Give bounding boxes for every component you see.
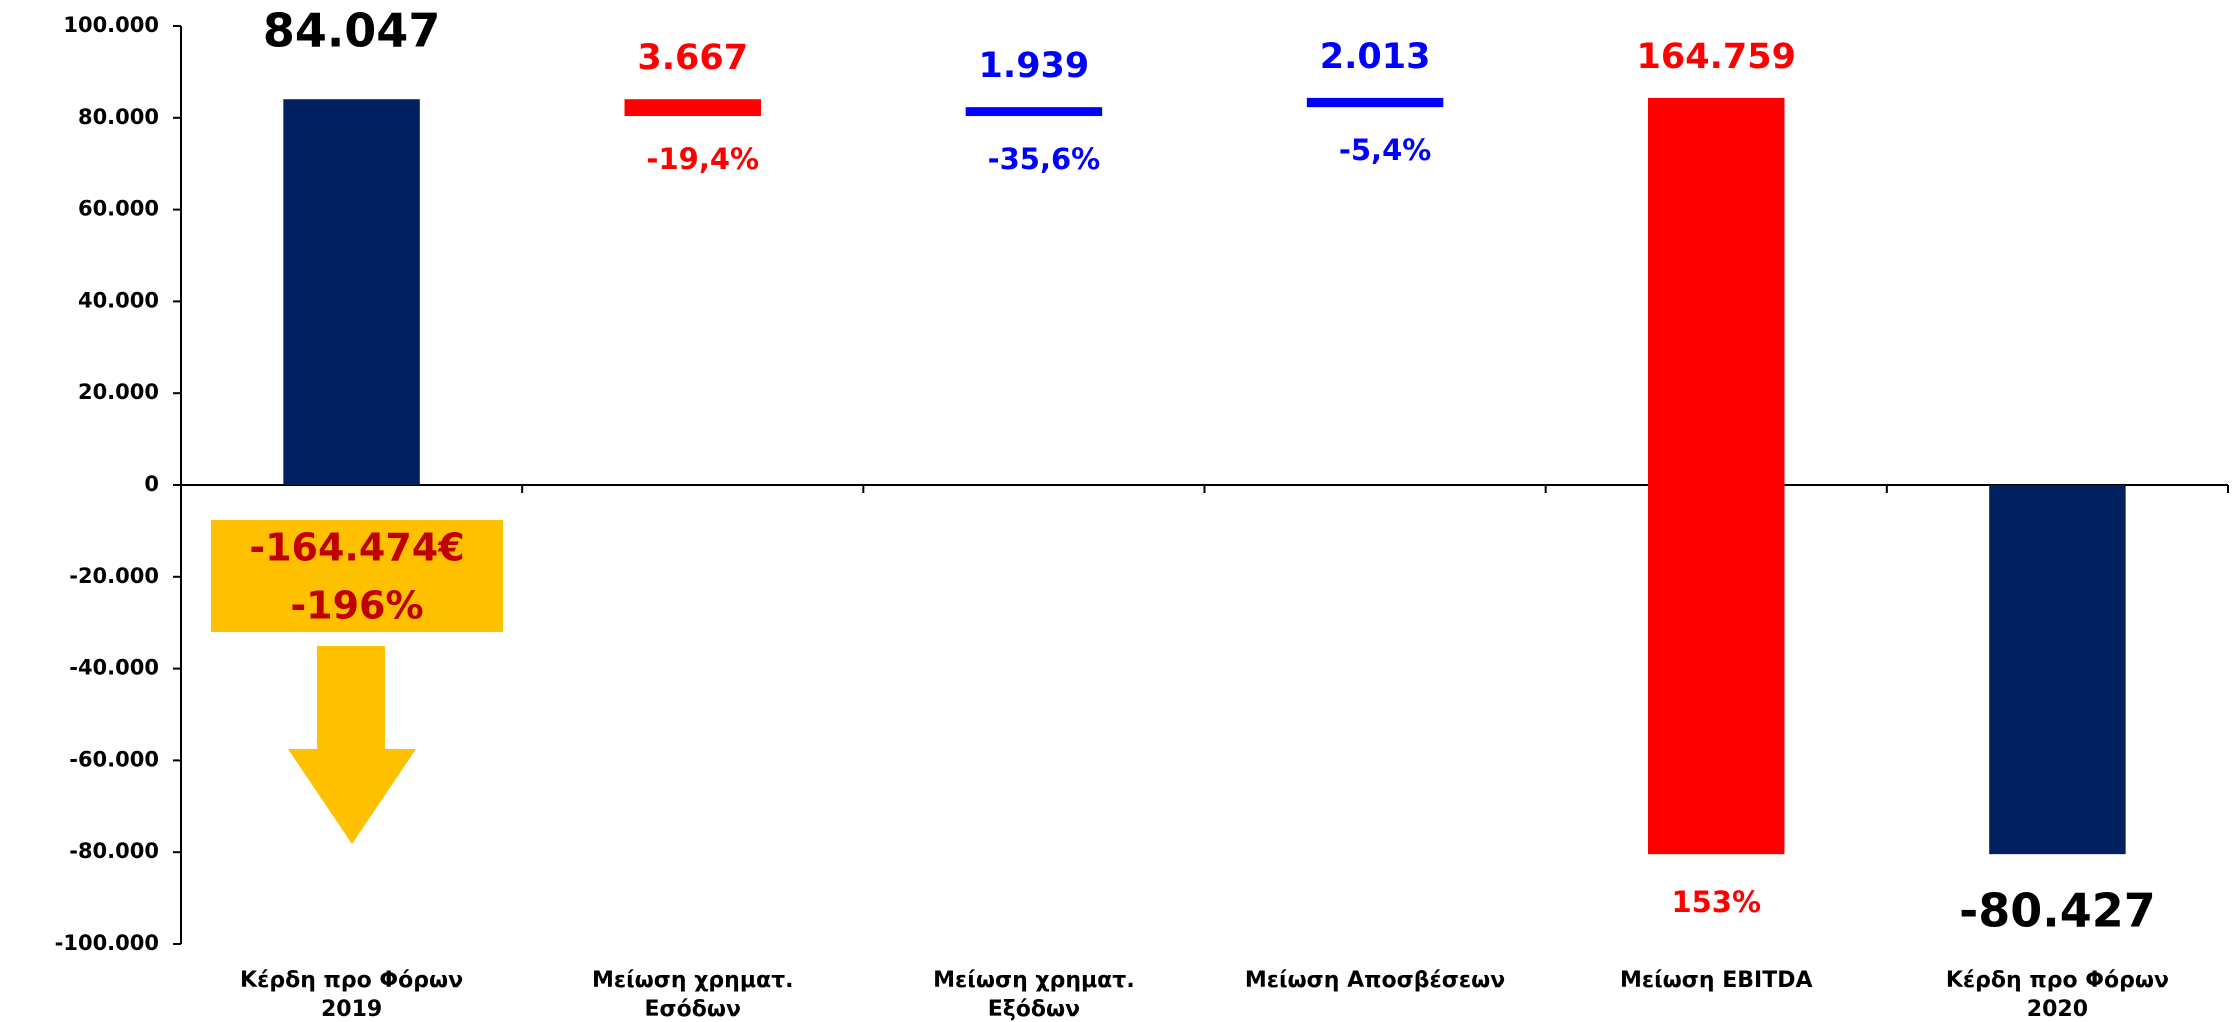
x-tick-label: Μείωση EBITDA	[1620, 968, 1813, 993]
value-label: 84.047	[263, 4, 441, 58]
y-tick-label: 40.000	[78, 288, 159, 312]
callout-text: -196%	[290, 584, 423, 628]
x-tick-label: Μείωση χρηματ.	[933, 968, 1135, 993]
value-label: 3.667	[637, 38, 748, 78]
y-tick-label: -100.000	[55, 931, 159, 955]
percent-label: -19,4%	[646, 142, 759, 176]
percent-label: -5,4%	[1339, 133, 1431, 167]
bar	[624, 99, 761, 117]
y-tick-label: -80.000	[69, 839, 159, 863]
bar	[1989, 485, 2126, 855]
y-tick-label: 80.000	[78, 105, 159, 129]
bar	[1648, 97, 1785, 855]
y-tick-label: -40.000	[69, 656, 159, 680]
callout-text: -164.474€	[249, 526, 464, 570]
value-label: 1.939	[979, 46, 1090, 86]
bar	[283, 99, 420, 485]
y-tick-label: 60.000	[78, 197, 159, 221]
x-tick-label: Εσόδων	[645, 997, 742, 1022]
callout-box	[211, 520, 503, 632]
x-tick-label: Μείωση χρηματ.	[592, 968, 794, 993]
x-tick-label: 2020	[2027, 997, 2088, 1022]
x-tick-label: 2019	[321, 997, 382, 1022]
y-tick-label: 20.000	[78, 380, 159, 404]
x-tick-label: Κέρδη προ Φόρων	[240, 968, 463, 993]
y-tick-label: 0	[144, 472, 159, 496]
down-arrow	[288, 646, 416, 844]
value-label: -80.427	[1959, 884, 2156, 938]
bar	[965, 107, 1103, 117]
y-tick-label: -60.000	[69, 747, 159, 771]
bar	[1306, 97, 1444, 108]
x-tick-label: Κέρδη προ Φόρων	[1946, 968, 2169, 993]
percent-label: 153%	[1671, 885, 1761, 919]
x-tick-label: Μείωση Αποσβέσεων	[1245, 968, 1505, 993]
y-tick-label: -20.000	[69, 564, 159, 588]
value-label: 2.013	[1320, 37, 1431, 77]
value-label: 164.759	[1637, 37, 1796, 77]
percent-label: -35,6%	[988, 142, 1101, 176]
x-tick-label: Εξόδων	[988, 997, 1080, 1022]
y-tick-label: 100.000	[63, 13, 159, 37]
